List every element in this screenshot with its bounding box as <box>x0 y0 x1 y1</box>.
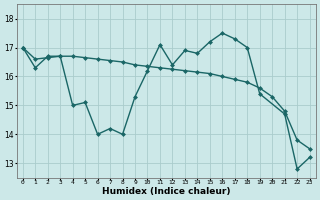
X-axis label: Humidex (Indice chaleur): Humidex (Indice chaleur) <box>102 187 230 196</box>
